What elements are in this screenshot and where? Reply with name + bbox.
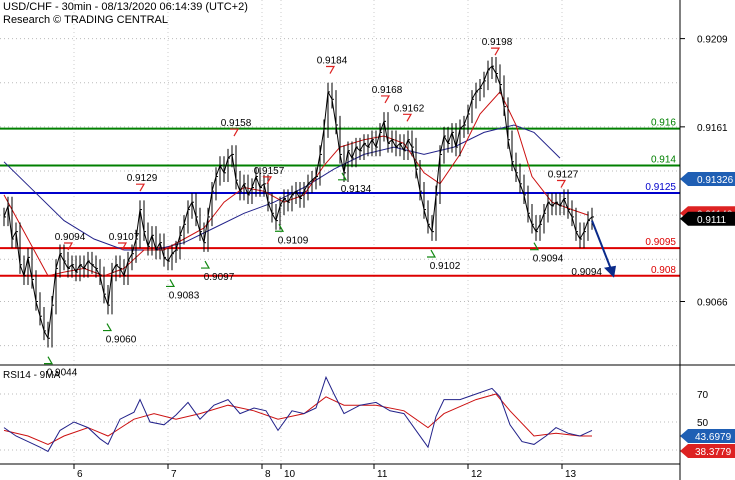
support-resistance-levels: 0.916 0.914 0.9125 0.9095 0.908 — [0, 118, 680, 277]
rsi-value-label: 43.6979 — [695, 432, 732, 443]
resistance-marker-icon — [118, 242, 128, 251]
x-tick-label: 10 — [284, 469, 296, 480]
price-series — [3, 56, 594, 348]
rsi-panel: RSI14 - 9MA 70 50 43.6979 38.3779 — [0, 370, 735, 458]
pivot-low-label: 0.9060 — [106, 335, 137, 346]
x-tick-label: 11 — [377, 469, 388, 480]
pivot-high-label: 0.9162 — [394, 103, 425, 114]
x-tick-label: 12 — [471, 469, 483, 480]
support-marker-icon — [338, 172, 348, 181]
chart-title: USD/CHF - 30min - 08/13/2020 06:14:39 (U… — [3, 1, 248, 13]
pivot-low-label: 0.9044 — [47, 368, 78, 379]
chart-credit: Research © TRADING CENTRAL — [3, 14, 168, 26]
pivot-high-label: 0.9129 — [127, 173, 158, 184]
forecast-arrow-line — [591, 220, 613, 273]
level-label: 0.908 — [651, 265, 676, 276]
rsi-value-tag — [680, 444, 735, 458]
price-tag — [680, 211, 735, 226]
pivot-high-label: 0.9198 — [482, 37, 513, 48]
resistance-marker-icon — [381, 95, 391, 104]
support-marker-icon — [427, 249, 437, 258]
resistance-marker-icon — [403, 113, 413, 122]
price-line — [3, 65, 593, 340]
y-tick-label: 0.9161 — [697, 123, 728, 134]
rsi-line — [3, 375, 593, 453]
rsi-label: RSI14 - 9MA — [3, 370, 61, 381]
pivot-low-label: 0.9134 — [341, 184, 372, 195]
pivot-high-label: 0.9168 — [372, 85, 403, 96]
x-tick-label: 6 — [77, 469, 83, 480]
resistance-marker-icon — [263, 176, 273, 185]
pivot-high-label: 0.9157 — [254, 166, 285, 177]
x-tick-label: 8 — [265, 469, 271, 480]
resistance-marker-icon — [557, 179, 567, 188]
resistance-marker-icon — [64, 242, 74, 251]
pivot-high-label: 0.9107 — [109, 232, 140, 243]
pivot-low-label: 0.9102 — [430, 261, 461, 272]
pivot-low-label: 0.9094 — [533, 254, 564, 265]
support-marker-icon — [166, 279, 176, 288]
pivot-high-label: 0.9184 — [317, 56, 348, 67]
support-marker-icon — [275, 223, 285, 232]
support-marker-icon — [201, 260, 211, 269]
forecast-arrow-icon — [604, 265, 616, 278]
resistance-marker-icon — [230, 128, 240, 137]
price-tag-label: 0.9111 — [697, 215, 727, 226]
pivot-low-label: 0.9083 — [169, 290, 200, 301]
slow-ma-line — [3, 124, 561, 251]
price-tag-label: 0.91326 — [697, 175, 734, 186]
target-label: 0.9094 — [571, 267, 602, 278]
pivot-high-label: 0.9094 — [55, 232, 86, 243]
pivot-low-label: 0.9097 — [204, 272, 235, 283]
rsi-ma-line — [3, 393, 592, 445]
pivot-high-label: 0.9158 — [221, 118, 252, 129]
rsi-value-label: 38.3779 — [695, 447, 732, 458]
support-marker-icon — [44, 356, 54, 365]
rsi-value-tag — [680, 429, 735, 443]
resistance-marker-icon — [326, 65, 336, 74]
y-tick-label: 0.9209 — [697, 35, 728, 46]
rsi-tick-label: 70 — [697, 390, 709, 401]
pivot-low-label: 0.9109 — [278, 235, 309, 246]
support-marker-icon — [103, 323, 113, 332]
support-marker-icon — [530, 242, 540, 251]
y-tick-label: 0.9066 — [697, 297, 728, 308]
x-tick-label: 13 — [565, 469, 577, 480]
level-label: 0.9095 — [645, 237, 676, 248]
pivot-high-label: 0.9127 — [548, 170, 579, 181]
x-tick-label: 7 — [171, 469, 177, 480]
level-label: 0.916 — [651, 118, 676, 129]
level-label: 0.9125 — [645, 182, 676, 193]
price-tag — [680, 172, 735, 187]
resistance-marker-icon — [491, 47, 501, 56]
level-label: 0.914 — [651, 154, 676, 165]
pivot-annotations: 0.9044 0.9094 0.9060 0.9107 0.9129 0.9083 0.90… — [44, 37, 616, 379]
rsi-tick-label: 50 — [697, 418, 709, 429]
resistance-marker-icon — [136, 183, 146, 192]
